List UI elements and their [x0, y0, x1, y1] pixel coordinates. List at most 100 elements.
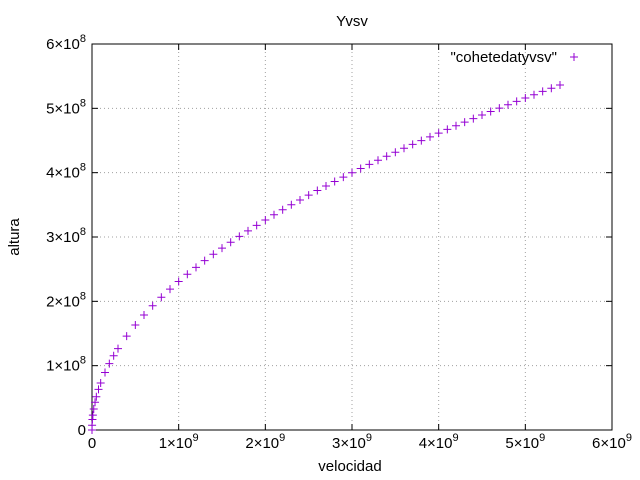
- data-point: [521, 94, 530, 103]
- data-point: [157, 293, 166, 302]
- data-point: [391, 148, 400, 157]
- y-tick-label-mantissa: 4×10: [46, 165, 80, 182]
- data-point: [400, 144, 408, 153]
- data-point: [270, 210, 278, 219]
- data-point: [296, 195, 304, 204]
- y-tick-label: 6×108: [46, 33, 86, 53]
- data-point: [339, 173, 348, 182]
- data-point: [512, 97, 521, 106]
- data-point: [348, 168, 356, 177]
- data-point: [330, 177, 339, 186]
- y-tick-label: 3×108: [46, 226, 86, 246]
- x-tick-label: 3×109: [332, 432, 372, 452]
- x-tick-label-exponent: 9: [626, 432, 632, 444]
- data-point: [261, 216, 270, 225]
- x-tick-label: 6×109: [592, 432, 632, 452]
- y-tick-label-mantissa: 0: [78, 422, 86, 439]
- y-tick-label-mantissa: 1×10: [46, 358, 80, 375]
- x-tick-label-mantissa: 6×10: [592, 435, 626, 452]
- x-tick-label: 2×109: [245, 432, 285, 452]
- data-point: [504, 100, 512, 109]
- data-point: [408, 140, 417, 149]
- data-point: [486, 107, 495, 116]
- data-point: [89, 405, 98, 414]
- data-point: [434, 129, 443, 138]
- x-tick-label: 1×109: [159, 432, 199, 452]
- data-point: [183, 270, 192, 279]
- y-tick-label-mantissa: 3×10: [46, 229, 80, 246]
- data-point: [547, 84, 556, 93]
- data-point: [94, 385, 103, 394]
- y-tick-label-exponent: 8: [80, 290, 86, 302]
- x-tick-label: 4×109: [419, 432, 459, 452]
- data-point: [122, 332, 131, 341]
- data-point: [556, 80, 564, 89]
- x-tick-label: 0: [88, 435, 96, 452]
- data-point: [530, 90, 538, 99]
- data-point: [426, 132, 434, 141]
- x-tick-label-mantissa: 0: [88, 435, 96, 452]
- y-tick-label: 2×108: [46, 290, 86, 310]
- data-point: [252, 221, 261, 230]
- x-axis-label: velocidad: [318, 458, 381, 475]
- data-point: [101, 368, 109, 377]
- data-point: [287, 200, 296, 209]
- data-point: [209, 250, 218, 259]
- data-point: [96, 379, 105, 388]
- data-point: [92, 392, 101, 401]
- axis-ticks: 0 1×109 2×109 3×109 4×109 5×109 6×10901×1082×1…: [46, 33, 632, 452]
- data-point: [382, 152, 391, 161]
- y-tick-label-exponent: 8: [80, 162, 86, 174]
- y-tick-label-exponent: 8: [80, 355, 86, 367]
- x-tick-label-mantissa: 4×10: [419, 435, 453, 452]
- x-tick-label-exponent: 9: [279, 432, 285, 444]
- x-tick-label: 5×109: [505, 432, 545, 452]
- legend-label: "cohetedatyvsv": [450, 49, 557, 66]
- y-tick-label-mantissa: 2×10: [46, 293, 80, 310]
- legend: "cohetedatyvsv": [450, 49, 578, 66]
- y-tick-label: 5×108: [46, 97, 86, 117]
- data-point: [218, 244, 226, 253]
- legend-plus-marker: [570, 53, 578, 61]
- data-point: [417, 136, 426, 145]
- data-point: [478, 111, 486, 120]
- y-tick-label: 1×108: [46, 355, 86, 375]
- x-tick-label-exponent: 9: [193, 432, 199, 444]
- y-tick-label-exponent: 8: [80, 97, 86, 109]
- data-point: [460, 118, 469, 127]
- y-tick-label-mantissa: 5×10: [46, 100, 80, 117]
- data-point: [495, 104, 504, 113]
- y-tick-label-exponent: 8: [80, 33, 86, 45]
- data-point: [166, 285, 174, 294]
- data-point: [244, 226, 252, 235]
- data-point: [469, 114, 478, 123]
- x-tick-label-mantissa: 5×10: [505, 435, 539, 452]
- data-point: [322, 181, 330, 190]
- data-point: [91, 398, 100, 407]
- data-point: [105, 359, 114, 368]
- data-point: [114, 344, 122, 353]
- data-point: [200, 256, 209, 265]
- y-tick-label: 4×108: [46, 162, 86, 182]
- data-point: [174, 277, 183, 286]
- data-point: [148, 301, 157, 310]
- data-point: [452, 121, 460, 130]
- data-point: [304, 191, 313, 200]
- data-points: [88, 80, 564, 434]
- data-point: [235, 232, 244, 241]
- legend-marker: [570, 53, 578, 61]
- data-point: [278, 205, 287, 214]
- x-tick-label-mantissa: 3×10: [332, 435, 366, 452]
- y-tick-label: 0: [78, 422, 86, 439]
- data-point: [88, 411, 97, 420]
- y-tick-label-exponent: 8: [80, 226, 86, 238]
- data-point: [226, 238, 235, 247]
- x-tick-label-exponent: 9: [366, 432, 372, 444]
- chart-title: Yvsv: [336, 13, 368, 30]
- x-tick-label-mantissa: 1×10: [159, 435, 193, 452]
- data-point: [313, 186, 322, 195]
- data-point: [356, 164, 365, 173]
- data-point: [365, 160, 374, 169]
- data-point: [109, 351, 118, 360]
